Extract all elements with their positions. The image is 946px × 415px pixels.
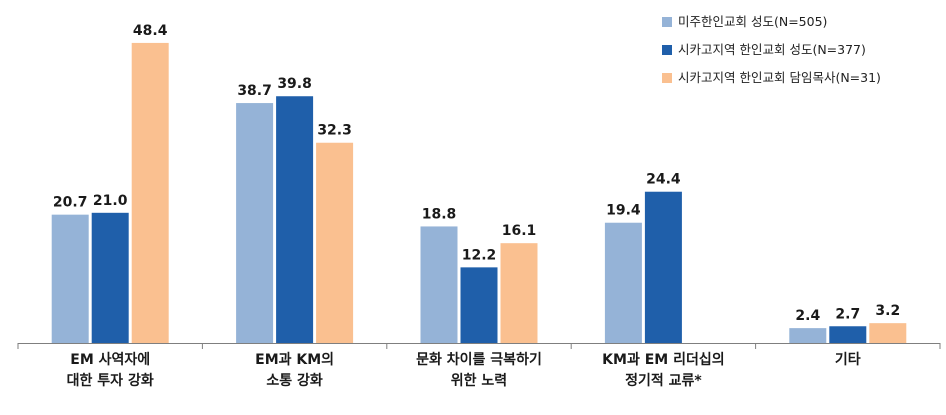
- data-label: 12.2: [462, 247, 497, 263]
- data-label: 21.0: [93, 193, 128, 209]
- data-label: 24.4: [646, 172, 681, 188]
- bar: [829, 326, 867, 343]
- data-label: 18.8: [422, 206, 457, 222]
- data-label: 38.7: [237, 83, 272, 99]
- bar: [276, 96, 314, 344]
- legend-swatch: [662, 45, 672, 55]
- bar: [420, 226, 458, 343]
- x-tick-label: 소통 강화: [266, 372, 323, 389]
- legend-swatch: [662, 73, 672, 83]
- x-tick-label: EM 사역자에: [70, 351, 150, 368]
- x-tick-label: 문화 차이를 극복하기: [416, 351, 542, 368]
- legend: 미주한인교회 성도(N=505) 시카고지역 한인교회 성도(N=377) 시카고지…: [662, 8, 881, 92]
- data-label: 39.8: [277, 76, 312, 92]
- data-label: 20.7: [53, 195, 88, 211]
- bar: [51, 214, 89, 343]
- legend-item: 시카고지역 한인교회 성도(N=377): [662, 36, 881, 64]
- legend-label: 미주한인교회 성도(N=505): [678, 14, 828, 29]
- legend-label: 시카고지역 한인교회 성도(N=377): [678, 42, 866, 57]
- data-label: 2.4: [795, 308, 820, 324]
- data-label: 19.4: [606, 203, 641, 219]
- bar: [131, 42, 169, 344]
- x-tick-label: 기타: [835, 352, 861, 368]
- data-label: 2.7: [835, 306, 860, 322]
- bar: [644, 191, 682, 343]
- data-label: 48.4: [133, 23, 168, 39]
- bar: [460, 267, 498, 343]
- data-label: 32.3: [317, 123, 352, 139]
- bar: [236, 103, 274, 343]
- legend-item: 시카고지역 한인교회 담임목사(N=31): [662, 64, 881, 92]
- data-label: 3.2: [875, 303, 900, 319]
- bar: [869, 323, 907, 343]
- bar: [91, 212, 129, 343]
- legend-item: 미주한인교회 성도(N=505): [662, 8, 881, 36]
- bar: [500, 243, 538, 343]
- x-tick-label: 위한 노력: [451, 373, 507, 389]
- legend-label: 시카고지역 한인교회 담임목사(N=31): [678, 70, 881, 85]
- bar: [789, 328, 827, 343]
- x-tick-label: 정기적 교류*: [625, 372, 702, 389]
- x-tick-label: EM과 KM의: [255, 351, 334, 368]
- x-tick-label: KM과 EM 리더십의: [602, 351, 724, 368]
- bar: [604, 222, 642, 343]
- legend-swatch: [662, 17, 672, 27]
- bar: [316, 142, 354, 343]
- data-label: 16.1: [502, 223, 537, 239]
- x-tick-label: 대한 투자 강화: [67, 372, 154, 389]
